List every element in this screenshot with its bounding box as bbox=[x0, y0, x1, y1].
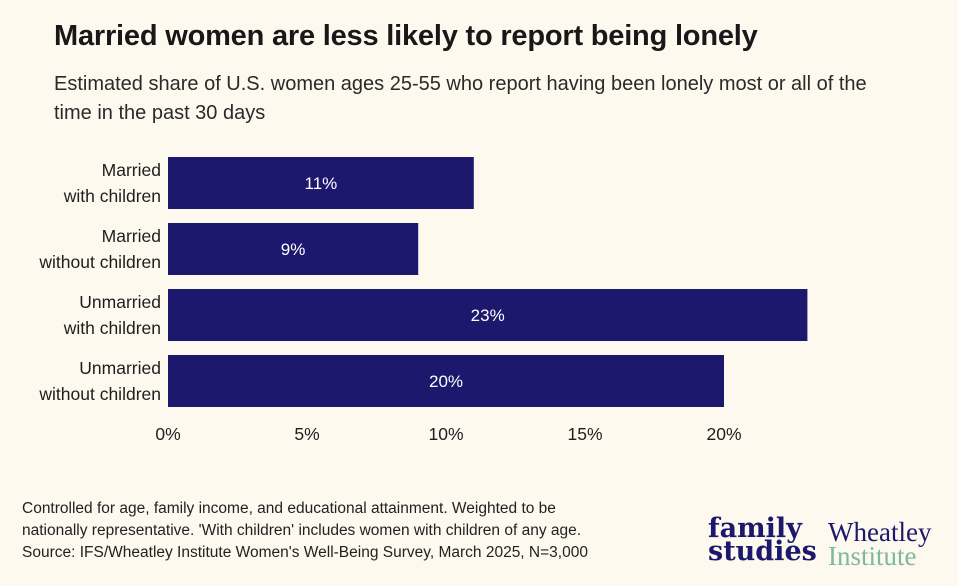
x-tick-label: 15% bbox=[567, 424, 602, 444]
wheatley-institute-logo: Wheatley Institute bbox=[828, 517, 932, 571]
category-label: Married bbox=[102, 226, 161, 246]
chart-title: Married women are less likely to report … bbox=[54, 20, 758, 52]
category-label: Married bbox=[102, 160, 161, 180]
category-label: with children bbox=[63, 186, 161, 206]
bar-chart: 11% Married with children 9% Married without … bbox=[38, 157, 808, 444]
bar-value-label: 23% bbox=[471, 306, 505, 325]
category-label: without children bbox=[38, 384, 161, 404]
x-tick-label: 0% bbox=[155, 424, 180, 444]
wheatley-logo-line-2: Institute bbox=[828, 541, 917, 571]
bar bbox=[168, 223, 419, 275]
category-label: with children bbox=[63, 318, 161, 338]
bar-value-label: 11% bbox=[305, 174, 338, 193]
bar bbox=[168, 355, 724, 407]
family-studies-logo-line-1: family bbox=[708, 513, 802, 544]
category-label: Unmarried bbox=[79, 292, 161, 312]
source-line: Source: IFS/Wheatley Institute Women's W… bbox=[22, 544, 588, 561]
x-tick-label: 5% bbox=[294, 424, 319, 444]
chart-subtitle: Estimated share of U.S. women ages 25-55… bbox=[54, 73, 867, 124]
bar bbox=[168, 157, 474, 209]
category-label: without children bbox=[38, 252, 161, 272]
bar-value-label: 20% bbox=[429, 372, 463, 391]
category-label: Unmarried bbox=[79, 358, 161, 378]
bar bbox=[168, 289, 808, 341]
family-studies-logo: family studies bbox=[708, 513, 817, 567]
family-studies-logo-line-2: studies bbox=[708, 536, 817, 567]
footnote-line-2: nationally representative. 'With childre… bbox=[22, 522, 582, 539]
footnote: Controlled for age, family income, and e… bbox=[22, 498, 702, 564]
wheatley-logo-line-1: Wheatley bbox=[828, 517, 932, 547]
bar-value-label: 9% bbox=[281, 240, 306, 259]
x-tick-label: 20% bbox=[706, 424, 741, 444]
x-tick-label: 10% bbox=[428, 424, 463, 444]
footnote-line-1: Controlled for age, family income, and e… bbox=[22, 500, 556, 517]
